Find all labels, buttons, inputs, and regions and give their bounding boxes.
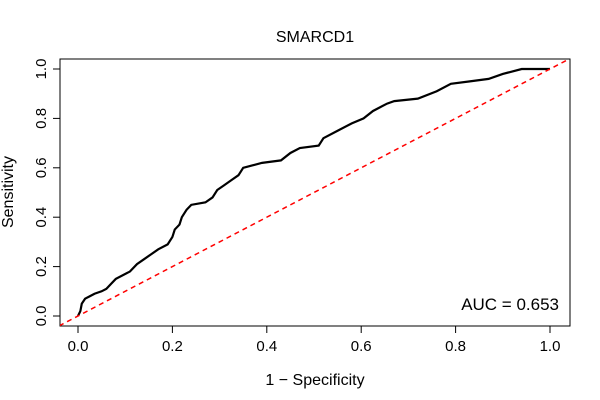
auc-annotation: AUC = 0.653 (461, 295, 559, 314)
y-tick-label: 1.0 (33, 59, 50, 80)
y-tick-label: 0.0 (33, 306, 50, 327)
chart-title: SMARCD1 (276, 29, 354, 46)
y-tick-label: 0.6 (33, 157, 50, 178)
x-tick-label: 0.0 (68, 338, 89, 355)
y-axis-label: Sensitivity (0, 156, 17, 228)
y-tick-label: 0.2 (33, 256, 50, 277)
x-axis-label: 1 − Specificity (265, 372, 364, 389)
chance-diagonal-line (60, 59, 570, 326)
x-tick-label: 0.6 (351, 338, 372, 355)
y-axis: 0.0 0.2 0.4 0.6 0.8 1.0 (33, 59, 61, 327)
roc-curve-line (77, 67, 550, 317)
y-tick-label: 0.8 (33, 108, 50, 129)
x-axis: 0.0 0.2 0.4 0.6 0.8 1.0 (68, 325, 561, 355)
y-tick-label: 0.4 (33, 207, 50, 228)
x-tick-label: 0.8 (445, 338, 466, 355)
x-tick-label: 1.0 (540, 338, 561, 355)
x-tick-label: 0.2 (162, 338, 183, 355)
plot-area (60, 59, 570, 326)
x-tick-label: 0.4 (256, 338, 277, 355)
